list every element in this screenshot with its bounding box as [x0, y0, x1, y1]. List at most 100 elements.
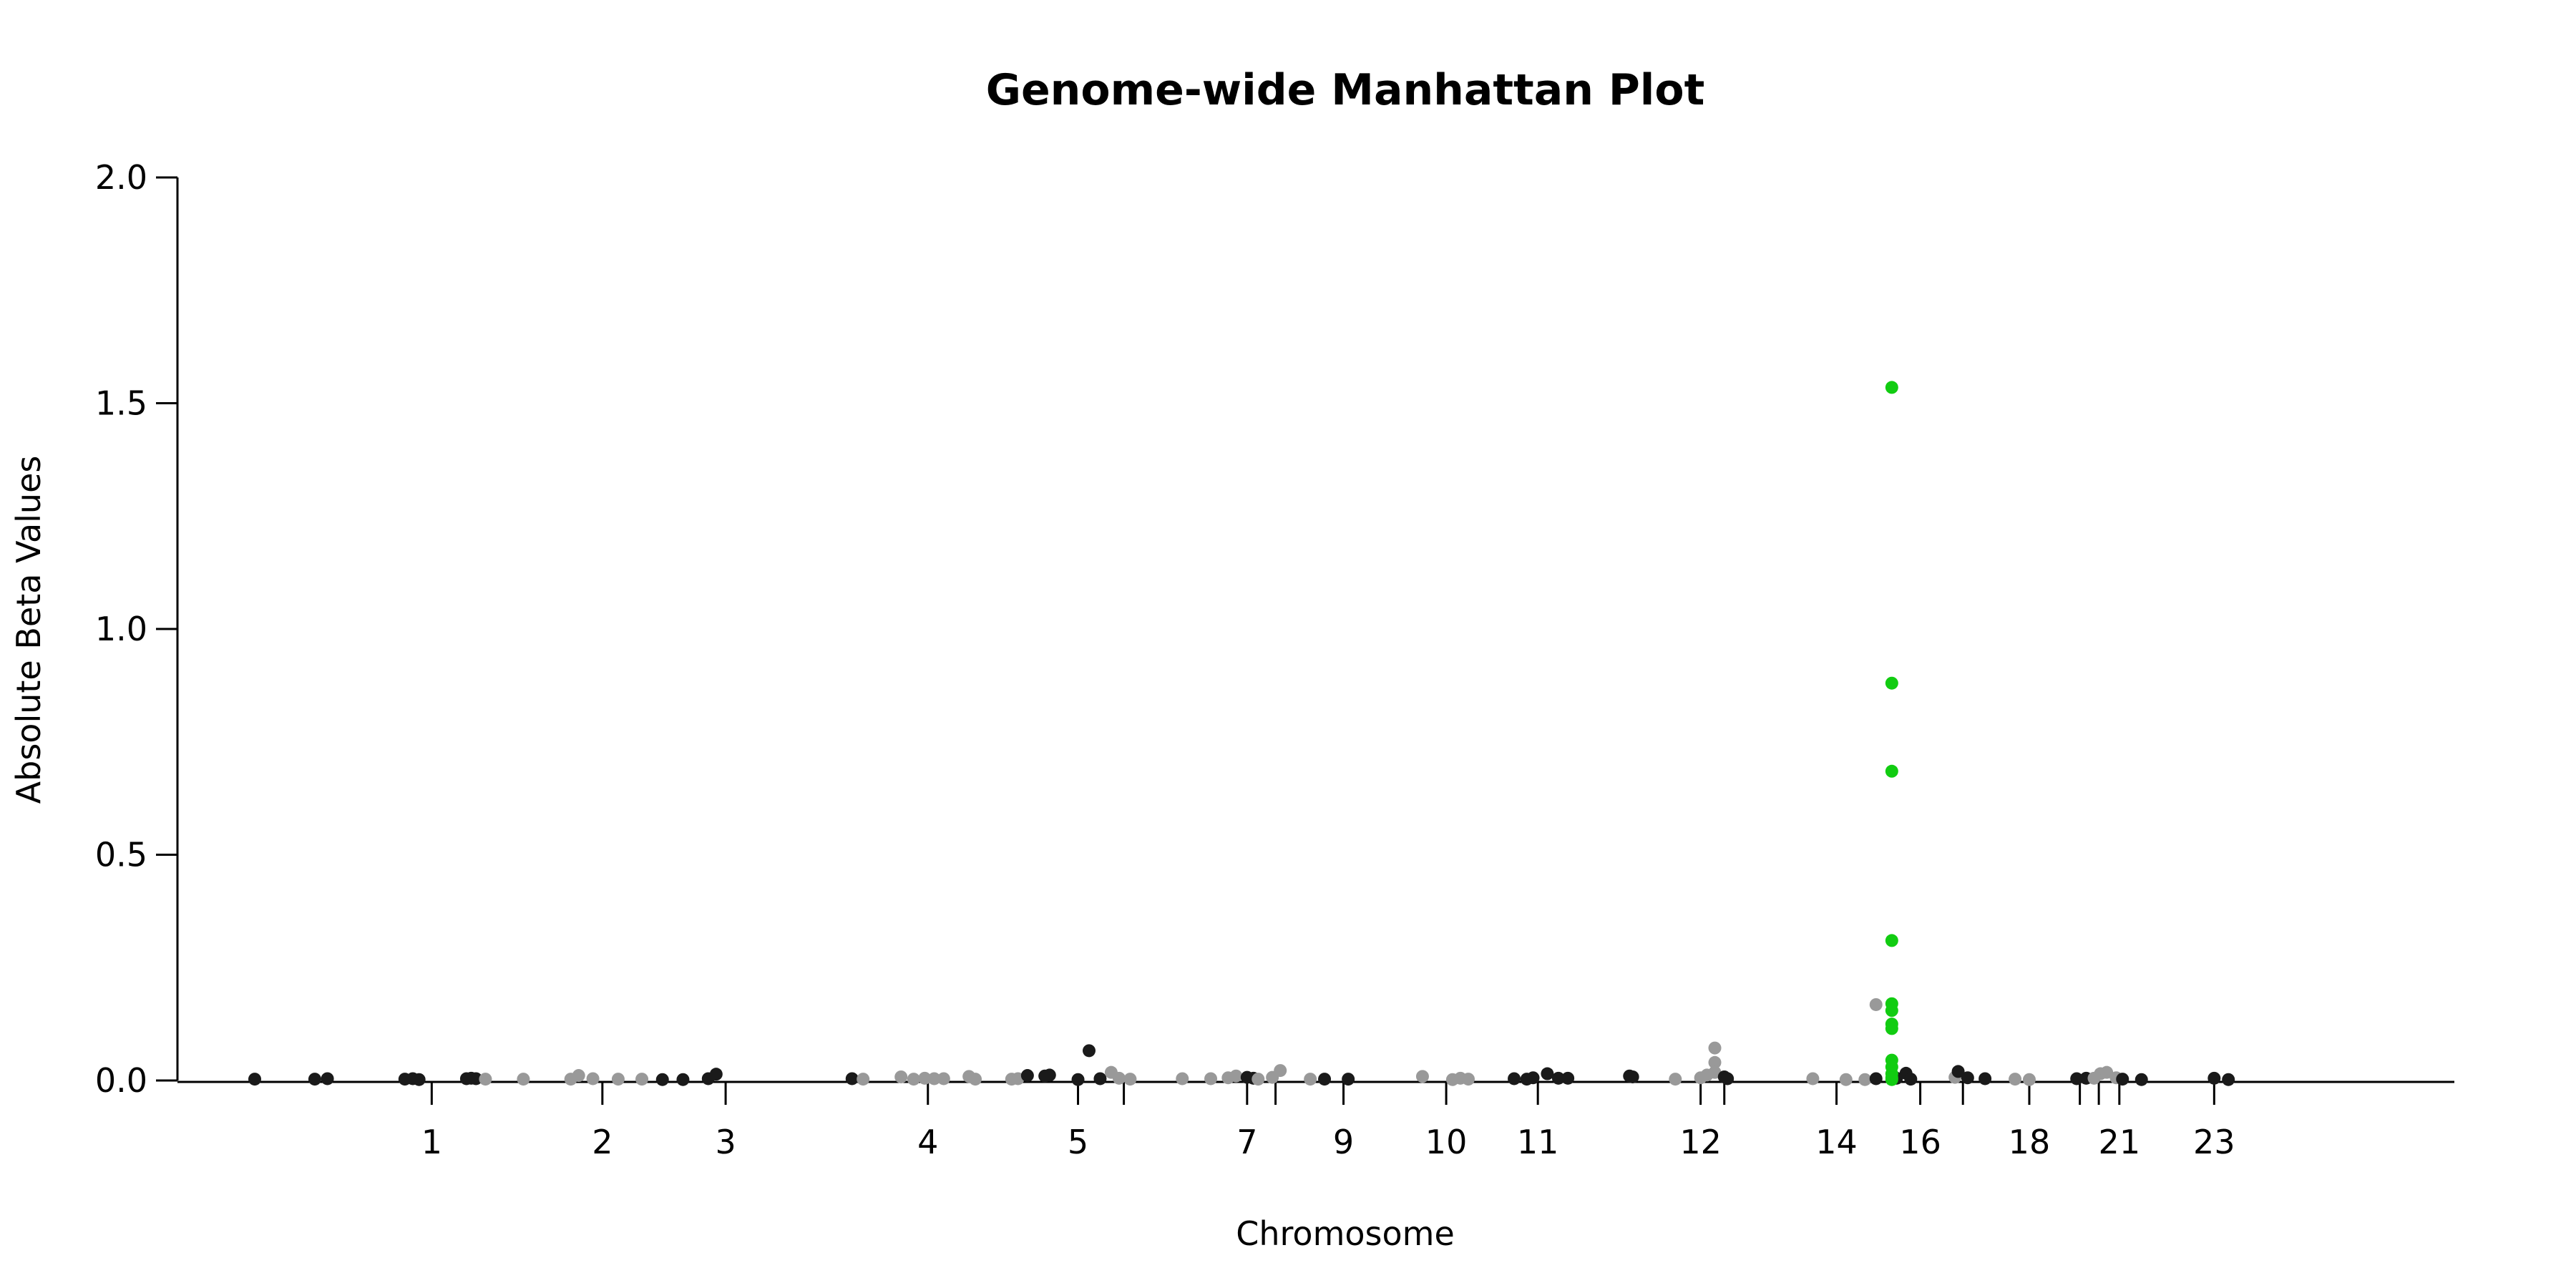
data-point: [517, 1073, 530, 1086]
data-point: [1885, 381, 1898, 394]
data-point: [1508, 1072, 1521, 1085]
data-point: [918, 1071, 932, 1085]
data-point: [1541, 1067, 1554, 1080]
data-point: [1551, 1071, 1565, 1085]
data-point: [2022, 1073, 2036, 1086]
data-point: [655, 1073, 669, 1086]
x-tick-label: 3: [715, 1123, 736, 1161]
data-point: [2135, 1073, 2148, 1086]
data-point: [1721, 1072, 1735, 1085]
data-point: [937, 1072, 950, 1085]
data-point: [2207, 1071, 2221, 1085]
data-point: [1342, 1073, 1355, 1086]
data-point: [2222, 1073, 2235, 1086]
data-point: [1979, 1072, 1992, 1085]
x-tick-label: 7: [1236, 1123, 1257, 1161]
data-point: [1252, 1073, 1265, 1086]
data-point: [927, 1072, 941, 1085]
data-point: [1204, 1072, 1218, 1085]
data-point: [2100, 1065, 2114, 1079]
data-point: [1885, 1004, 1898, 1018]
x-tick-label: 11: [1517, 1123, 1559, 1161]
data-point: [1043, 1068, 1056, 1082]
data-point: [2116, 1073, 2129, 1086]
x-tick-label: 21: [2099, 1123, 2141, 1161]
data-point: [857, 1073, 870, 1086]
data-point: [1885, 676, 1898, 690]
data-point: [572, 1069, 585, 1083]
data-point: [1318, 1073, 1332, 1086]
data-point: [1885, 1022, 1898, 1035]
data-point: [1951, 1065, 1965, 1078]
x-tick-label: 4: [917, 1123, 938, 1161]
x-axis-title: Chromosome: [1236, 1214, 1455, 1253]
data-point: [1669, 1073, 1682, 1086]
x-tick-label: 12: [1679, 1123, 1722, 1161]
data-point: [321, 1072, 334, 1085]
data-point: [479, 1073, 492, 1086]
y-tick-label: 1.0: [95, 610, 147, 648]
data-point: [1274, 1064, 1287, 1078]
data-point: [845, 1072, 859, 1085]
data-point: [1112, 1071, 1126, 1085]
data-point: [2070, 1072, 2084, 1085]
y-tick-label: 0.5: [95, 836, 147, 874]
data-point: [1229, 1069, 1243, 1083]
data-point: [1561, 1071, 1575, 1085]
data-point: [1071, 1073, 1085, 1086]
y-tick-label: 0.0: [95, 1061, 147, 1100]
data-point: [1869, 997, 1883, 1011]
data-point: [1806, 1072, 1820, 1085]
data-point: [308, 1073, 321, 1086]
data-point: [894, 1070, 908, 1083]
x-tick-label: 1: [421, 1123, 442, 1161]
data-point: [469, 1072, 483, 1085]
data-points: [248, 381, 2235, 1086]
data-point: [1708, 1055, 1722, 1069]
x-tick-label: 18: [2009, 1123, 2051, 1161]
data-point: [1415, 1070, 1429, 1083]
x-tick-label: 14: [1815, 1123, 1858, 1161]
data-point: [907, 1073, 920, 1086]
data-point: [1885, 764, 1898, 778]
x-tick-label: 9: [1333, 1123, 1354, 1161]
x-axis: 1 2 3 4 5 7 9 10 11 12 14 16 18 21 23: [177, 1080, 2454, 1161]
data-point: [586, 1072, 600, 1085]
data-point: [412, 1073, 426, 1086]
data-point: [1304, 1073, 1317, 1086]
data-point: [1093, 1072, 1107, 1085]
data-point: [1626, 1070, 1639, 1083]
data-point: [1020, 1069, 1034, 1083]
data-point: [676, 1073, 690, 1086]
x-tick-label: 5: [1068, 1123, 1088, 1161]
x-tick-label: 2: [592, 1123, 613, 1161]
y-tick-label: 2.0: [95, 158, 147, 197]
data-point: [1869, 1072, 1883, 1085]
y-tick-label: 1.5: [95, 384, 147, 423]
x-tick-label: 10: [1425, 1123, 1468, 1161]
data-point: [611, 1073, 625, 1086]
chart-title: Genome-wide Manhattan Plot: [986, 65, 1705, 115]
x-tick-label: 16: [1899, 1123, 1941, 1161]
data-point: [709, 1068, 723, 1081]
data-point: [1904, 1073, 1918, 1086]
data-point: [969, 1073, 982, 1086]
data-point: [1526, 1071, 1540, 1085]
data-point: [1839, 1073, 1853, 1086]
y-axis: 0.0 0.5 1.0 1.5 2.0: [95, 158, 179, 1100]
data-point: [1462, 1073, 1475, 1086]
data-point: [248, 1073, 261, 1086]
data-point: [1123, 1073, 1137, 1086]
x-tick-label: 23: [2193, 1123, 2235, 1161]
data-point: [635, 1073, 649, 1086]
data-point: [1083, 1044, 1096, 1058]
y-axis-title: Absolute Beta Values: [9, 456, 48, 804]
data-point: [1858, 1073, 1872, 1086]
data-point: [2009, 1073, 2022, 1086]
data-point: [1885, 1073, 1898, 1086]
data-point: [1961, 1071, 1974, 1085]
data-point: [1708, 1041, 1722, 1055]
data-point: [1176, 1072, 1189, 1085]
data-point: [1885, 934, 1898, 947]
